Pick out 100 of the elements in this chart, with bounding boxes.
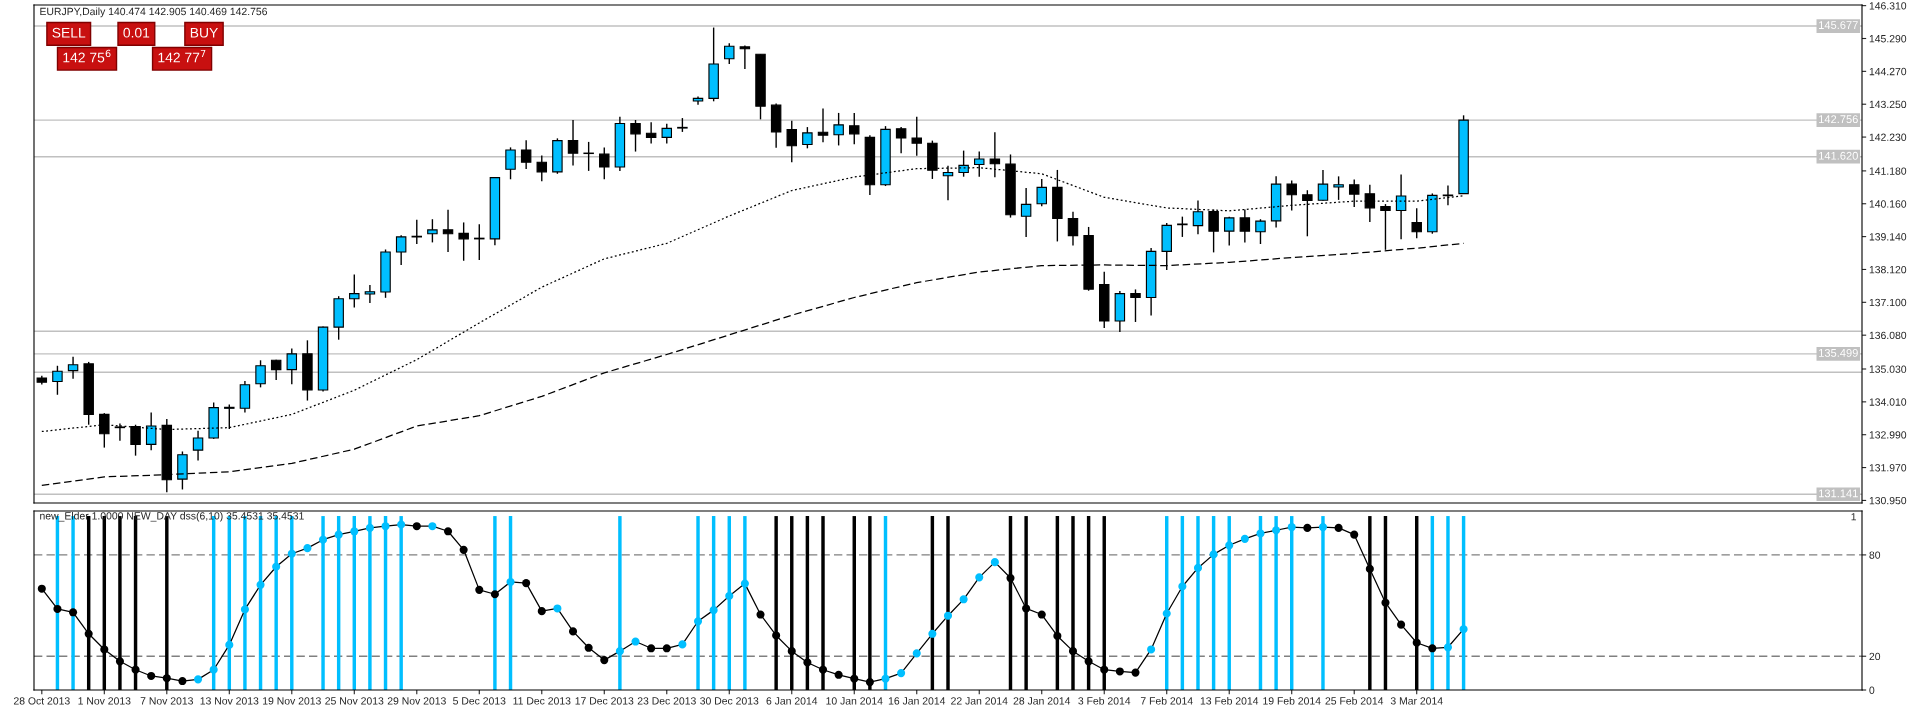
candlestick — [911, 116, 922, 157]
x-tick-label: 6 Jan 2014 — [766, 697, 818, 705]
candlestick — [1395, 173, 1407, 240]
candlestick — [1223, 215, 1235, 247]
candlestick — [1411, 207, 1422, 239]
x-tick-label: 28 Oct 2013 — [13, 697, 70, 705]
x-tick-label: 25 Feb 2014 — [1325, 696, 1384, 705]
x-tick-label: 28 Jan 2014 — [1013, 697, 1071, 705]
candlestick — [364, 284, 376, 304]
candlestick — [645, 121, 657, 145]
y-tick-label: 140.160 — [1869, 200, 1907, 208]
candlestick — [583, 141, 594, 172]
y-tick-label: 143.250 — [1869, 100, 1907, 109]
y-tick-label: 134.010 — [1869, 398, 1907, 406]
candlestick — [849, 112, 860, 145]
candlestick — [1255, 218, 1266, 245]
x-tick-label: 29 Nov 2013 — [387, 697, 446, 705]
x-tick-label: 5 Dec 2013 — [453, 697, 506, 705]
y-tick-label: 146.310 — [1869, 2, 1907, 10]
x-tick-label: 13 Nov 2013 — [200, 697, 259, 705]
x-tick-label: 30 Dec 2013 — [700, 697, 759, 705]
y-tick-label: 130.950 — [1869, 496, 1907, 505]
x-tick-label: 3 Mar 2014 — [1390, 697, 1443, 705]
annotation: 142 75$^{6}$ — [63, 49, 111, 63]
candlestick — [802, 126, 813, 150]
x-tick-label: 3 Feb 2014 — [1078, 696, 1131, 705]
candlestick — [1364, 184, 1376, 223]
candlestick — [1442, 184, 1454, 207]
y-tick-label: 145.290 — [1869, 35, 1907, 43]
annotation: BUY — [190, 27, 218, 38]
x-tick-label: 1 Nov 2013 — [78, 697, 131, 705]
candlestick — [395, 234, 407, 266]
candlestick — [505, 146, 516, 180]
candlestick — [630, 119, 641, 153]
x-tick-label: 16 Jan 2014 — [888, 697, 946, 705]
ref-line-label: 131.141 — [1819, 489, 1858, 498]
x-tick-label: 13 Feb 2014 — [1200, 696, 1259, 705]
candlestick — [1333, 175, 1344, 201]
candlestick — [1302, 189, 1313, 237]
candlestick — [1208, 208, 1219, 254]
candlestick — [1036, 178, 1047, 208]
annotation: 0.01 — [123, 27, 150, 38]
x-tick-label: 22 Jan 2014 — [951, 697, 1008, 705]
candlestick — [458, 221, 469, 262]
y-tick-label: 135.030 — [1869, 365, 1907, 373]
ref-line-label: 145.677 — [1819, 21, 1858, 30]
candlestick — [786, 119, 798, 163]
candlestick — [474, 223, 485, 261]
candlestick — [724, 42, 735, 65]
candlestick — [1020, 187, 1032, 238]
x-tick-label: 19 Nov 2013 — [263, 697, 321, 705]
candlestick — [224, 403, 235, 430]
y-tick-label: 80 — [1869, 551, 1881, 559]
annotation: 142 77$^{7}$ — [158, 49, 206, 63]
y-tick-label: 136.080 — [1869, 331, 1907, 340]
candlestick — [1286, 179, 1297, 212]
candlestick — [67, 356, 79, 380]
x-tick-label: 25 Nov 2013 — [325, 697, 384, 705]
candlestick — [661, 123, 673, 145]
candlestick — [1177, 215, 1188, 238]
candlestick — [1239, 208, 1251, 244]
y-tick-label: 139.140 — [1869, 233, 1907, 241]
candlestick — [239, 380, 251, 414]
x-tick-label: 7 Nov 2013 — [140, 697, 193, 705]
chart-title: EURJPY,Daily 140.474 142.905 140.469 142.756 — [40, 7, 268, 18]
ref-line-label: 142.756 — [1819, 115, 1858, 124]
y-tick-label: 137.100 — [1869, 298, 1907, 307]
y-tick-label: 142.230 — [1869, 133, 1907, 141]
y-tick-label: 20 — [1869, 652, 1881, 661]
ref-line-label: 141.620 — [1819, 151, 1858, 160]
chart-title: new_Elder 1.0000 NEW_DAY dss(6,10) 35.4531 35.4531 — [40, 511, 304, 522]
candlestick — [442, 209, 454, 253]
candlestick — [52, 365, 63, 396]
x-tick-label: 19 Feb 2014 — [1263, 696, 1321, 705]
candlestick — [349, 273, 360, 309]
x-tick-label: 10 Jan 2014 — [826, 697, 883, 705]
candlestick — [817, 107, 829, 143]
candlestick — [427, 218, 438, 244]
y-tick-label: 0 — [1869, 686, 1875, 694]
y-tick-label: 144.270 — [1869, 67, 1907, 76]
candlestick — [599, 146, 610, 180]
candlestick — [1130, 288, 1141, 323]
candlestick — [536, 154, 548, 182]
x-tick-label: 11 Dec 2013 — [513, 697, 571, 705]
annotation: SELL — [52, 27, 86, 38]
x-tick-label: 7 Feb 2014 — [1140, 696, 1193, 705]
annotation: 1 — [1851, 513, 1857, 521]
candlestick — [833, 112, 844, 147]
y-tick-label: 132.990 — [1869, 431, 1907, 439]
candlestick — [411, 219, 423, 245]
candlestick — [1192, 199, 1204, 236]
candlestick — [895, 126, 907, 154]
candlestick — [567, 119, 579, 167]
x-tick-label: 17 Dec 2013 — [575, 697, 634, 705]
candlestick — [1348, 178, 1360, 208]
candlestick — [192, 430, 204, 462]
candlestick — [255, 359, 266, 389]
x-tick-label: 23 Dec 2013 — [637, 697, 696, 705]
y-tick-label: 131.970 — [1869, 464, 1907, 472]
y-tick-label: 138.120 — [1869, 265, 1907, 274]
